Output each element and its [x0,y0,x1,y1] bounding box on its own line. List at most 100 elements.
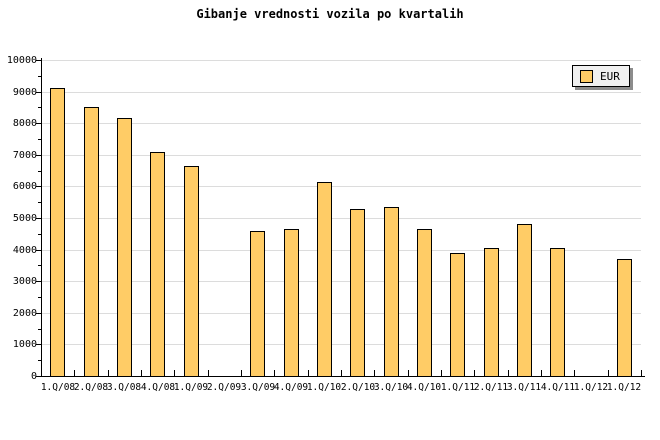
bar-2.Q/11 [484,248,499,377]
x-axis [41,376,645,377]
gridline [42,281,641,283]
x-axis-tick [308,370,309,376]
y-axis-label: 10000 [6,55,37,66]
y-axis-major-tick [36,312,41,314]
gridline [42,123,641,125]
y-axis-label: 5000 [12,213,37,224]
y-axis-minor-tick [38,328,41,330]
x-axis-label: 3.Q/09 [240,382,276,393]
bar-1.Q/08 [50,88,65,377]
x-axis-label: 3.Q/10 [373,382,409,393]
x-axis-label: 3.Q/11 [506,382,542,393]
y-axis-minor-tick [38,139,41,140]
bar-4.Q/10 [417,229,432,377]
bar-4.Q/09 [284,229,299,377]
legend-swatch-icon [580,69,593,83]
y-axis-major-tick [36,376,41,377]
chart-title: Gibanje vrednosti vozila po kvartalih [196,7,464,21]
y-axis-label: 2000 [12,307,37,319]
y-axis-label: 4000 [12,244,37,256]
x-axis-label: 1.Q/08 [40,382,76,393]
x-axis-tick [241,370,242,376]
x-axis-tick [108,370,109,376]
y-axis-label: 3000 [12,276,37,288]
bar-1.Q/10 [317,182,332,377]
y-axis-label: 9000 [12,86,37,98]
y-axis-label: 0 [30,371,37,382]
y-axis-label: 1000 [12,339,37,351]
gridline [42,312,641,314]
x-axis-tick [541,370,542,376]
x-axis-label: 4.Q/11 [540,382,576,393]
x-axis-tick [374,370,375,376]
legend-box: EUR [572,65,630,87]
y-axis-major-tick [36,186,41,188]
y-axis-major-tick [36,281,41,283]
y-axis-major-tick [36,154,41,156]
bar-3.Q/10 [384,207,399,377]
y-axis-minor-tick [38,107,41,109]
x-axis-label: 1.Q/10 [306,382,342,393]
bar-1.Q/12 [617,259,632,377]
bar-4.Q/11 [550,248,565,377]
x-axis-label: 1.Q/12 [606,382,642,393]
bar-1.Q/09 [184,166,199,377]
legend-series-label: EUR [600,69,620,83]
x-axis-tick [474,370,475,376]
gridline [42,186,641,188]
y-axis-major-tick [36,344,41,346]
x-axis-label: 4.Q/10 [406,382,442,393]
y-axis-minor-tick [38,202,41,204]
x-axis-tick [641,370,642,376]
y-axis-minor-tick [38,360,41,362]
y-axis-major-tick [36,249,41,251]
x-axis-label: 1.Q/12 [573,382,609,393]
x-axis-label: 1.Q/11 [440,382,476,393]
y-axis-major-tick [36,123,41,125]
gridline [42,249,641,251]
y-axis-label: 7000 [12,149,37,161]
y-axis-label: 8000 [12,118,37,130]
y-axis-major-tick [36,218,41,219]
x-axis-tick [574,370,575,376]
x-axis-label: 2.Q/11 [473,382,509,393]
y-axis [41,58,42,377]
x-axis-tick [508,370,509,376]
y-axis-minor-tick [38,265,41,267]
x-axis-label: 2.Q/09 [206,382,242,393]
y-axis-minor-tick [38,233,41,235]
x-axis-tick [408,370,409,376]
x-axis-tick [74,370,75,376]
x-axis-label: 4.Q/08 [140,382,176,393]
x-axis-tick [141,370,142,376]
bar-2.Q/08 [84,107,99,377]
x-axis-tick [441,370,442,376]
bar-4.Q/08 [150,152,165,377]
x-axis-tick [174,370,175,376]
x-axis-tick [341,370,342,376]
x-axis-label: 3.Q/08 [106,382,142,393]
y-axis-label: 6000 [12,181,37,193]
x-axis-label: 1.Q/09 [173,382,209,393]
y-axis-minor-tick [38,297,41,298]
x-axis-tick [274,370,275,376]
x-axis-label: 2.Q/08 [73,382,109,393]
y-axis-minor-tick [38,75,41,77]
bar-2.Q/10 [350,209,365,377]
y-axis-major-tick [36,91,41,93]
y-axis-minor-tick [38,170,41,172]
bar-1.Q/11 [450,253,465,377]
bar-3.Q/08 [117,118,132,377]
x-axis-tick [608,370,609,376]
gridline [42,154,641,156]
gridline [42,218,641,219]
y-axis-major-tick [36,60,41,61]
x-axis-tick [208,370,209,376]
gridline [42,91,641,93]
x-axis-label: 4.Q/09 [273,382,309,393]
bar-3.Q/09 [250,231,265,377]
gridline [42,60,641,61]
gridline [42,344,641,346]
